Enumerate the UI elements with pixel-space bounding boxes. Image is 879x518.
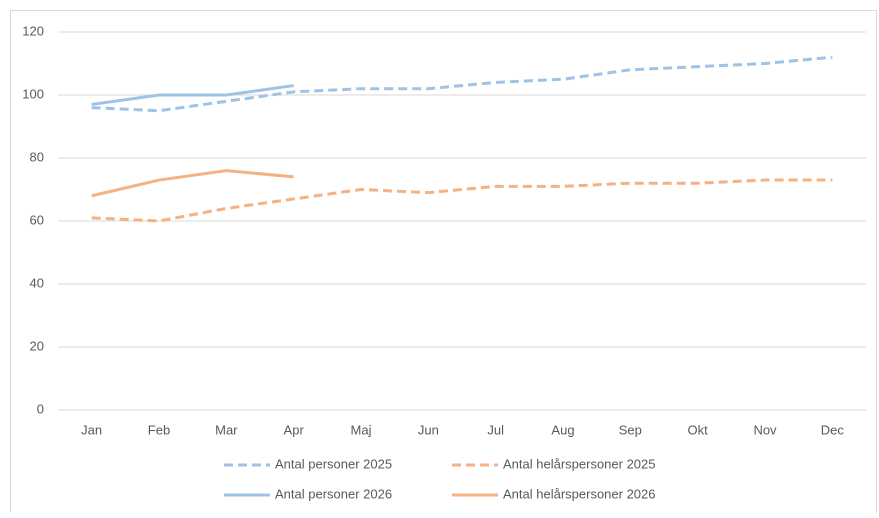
y-tick-label: 120 (22, 23, 44, 38)
series-line (91, 84, 294, 106)
x-tick-label: Nov (753, 422, 777, 437)
x-tick-label: Dec (821, 422, 845, 437)
series-line (91, 169, 294, 198)
x-tick-label: Aug (551, 422, 574, 437)
series-line (91, 55, 833, 113)
x-tick-label: Jan (81, 422, 102, 437)
x-tick-label: Jun (418, 422, 439, 437)
y-tick-label: 80 (30, 149, 44, 164)
x-tick-label: Jul (487, 422, 504, 437)
legend-label: Antal personer 2026 (275, 486, 392, 501)
x-tick-label: Maj (351, 422, 372, 437)
x-tick-label: Okt (688, 422, 709, 437)
y-tick-label: 100 (22, 86, 44, 101)
x-tick-label: Apr (284, 422, 305, 437)
y-tick-label: 0 (37, 401, 44, 416)
x-tick-label: Sep (619, 422, 642, 437)
y-tick-label: 60 (30, 212, 44, 227)
y-tick-label: 40 (30, 275, 44, 290)
series-line (91, 178, 833, 223)
x-tick-label: Feb (148, 422, 170, 437)
legend-label: Antal helårspersoner 2025 (503, 456, 656, 471)
legend-label: Antal helårspersoner 2026 (503, 486, 656, 501)
legend-label: Antal personer 2025 (275, 456, 392, 471)
x-tick-label: Mar (215, 422, 238, 437)
y-tick-label: 20 (30, 338, 44, 353)
